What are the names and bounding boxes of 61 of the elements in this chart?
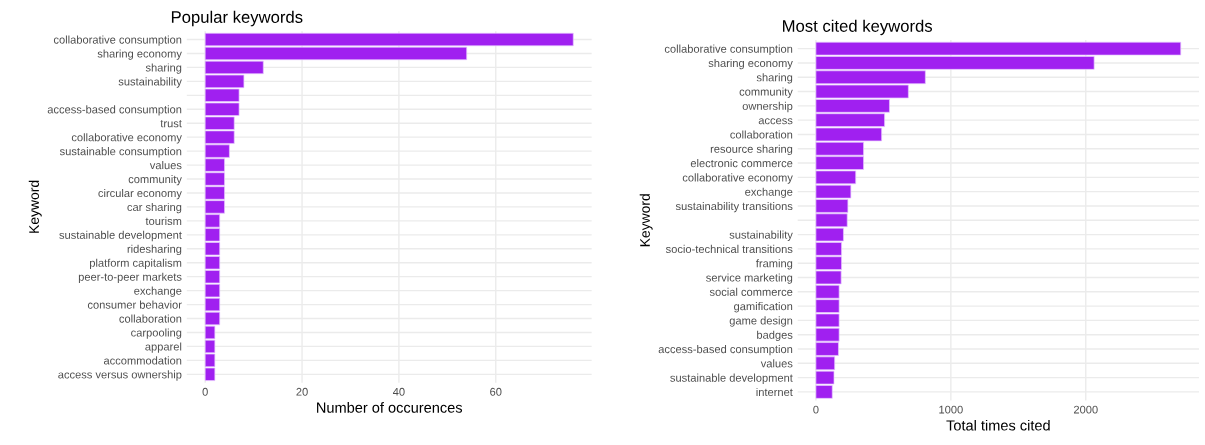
y-tick-label: access-based consumption: [658, 344, 793, 356]
y-tick-label: socio-technical transitions: [665, 244, 793, 254]
x-tick-label: 60: [490, 387, 502, 396]
y-tick-label: collaborative consumption: [53, 35, 182, 46]
y-tick-label: collaborative consumption: [664, 44, 793, 55]
y-tick-label: consumer behavior: [87, 300, 182, 309]
y-tick-label: community: [128, 175, 182, 186]
y-tick-label: ownership: [742, 101, 793, 113]
y-tick-label: sustainability: [729, 230, 793, 241]
y-tick-label: sustainable development: [670, 373, 793, 384]
y-tick-label: framing: [755, 259, 793, 270]
y-tick-label: sharing economy: [708, 58, 793, 70]
y-tick-label: values: [760, 359, 793, 368]
y-tick-label: sharing: [756, 73, 793, 84]
y-tick-label: resource sharing: [710, 144, 793, 156]
y-tick-label: access: [758, 118, 793, 125]
chart-title: Popular keywords: [171, 10, 303, 27]
y-tick-label: gamification: [734, 302, 793, 313]
y-tick-label: accommodation: [103, 356, 182, 365]
y-tick-label: exchange: [745, 187, 793, 198]
y-tick-label: service marketing: [706, 273, 793, 284]
chart-title: Most cited keywords: [783, 19, 933, 36]
y-tick-label: access-based consumption: [47, 105, 182, 116]
y-tick-label: tourism: [145, 216, 182, 226]
y-tick-label: electronic commerce: [690, 159, 793, 168]
x-tick-label: 20: [296, 387, 308, 396]
y-tick-label: social commerce: [709, 287, 793, 296]
y-tick-label: sustainable consumption: [59, 147, 182, 158]
x-tick-label: 2000: [1073, 405, 1098, 414]
y-tick-label: community: [739, 87, 793, 98]
y-tick-label: peer-to-peer markets: [78, 272, 182, 284]
y-tick-label: collaboration: [730, 130, 793, 139]
y-tick-label: collaborative economy: [71, 133, 182, 144]
y-tick-label: car sharing: [127, 202, 182, 214]
x-tick-label: 0: [202, 387, 208, 396]
y-tick-label: carpooling: [131, 328, 182, 339]
x-tick-label: 40: [392, 387, 405, 396]
x-tick-label: 1000: [939, 405, 963, 414]
y-tick-label: sharing economy: [97, 49, 182, 60]
x-axis-title: Total times cited: [946, 419, 1050, 431]
x-axis-title: Number of occurences: [317, 402, 463, 413]
y-tick-label: sustainable development: [59, 230, 182, 242]
y-tick-label: internet: [756, 387, 793, 397]
y-axis-title: Keyword: [639, 194, 653, 247]
y-tick-label: sustainability: [118, 77, 182, 88]
y-tick-label: values: [149, 161, 182, 170]
y-tick-label: collaboration: [119, 314, 182, 323]
y-tick-label: access versus ownership: [58, 370, 182, 381]
y-tick-label: platform capitalism: [90, 258, 182, 270]
y-tick-label: game design: [729, 316, 793, 327]
y-tick-label: ridesharing: [127, 244, 182, 256]
x-tick-label: 0: [813, 405, 819, 414]
y-tick-label: apparel: [145, 342, 182, 353]
y-tick-label: collaborative economy: [682, 173, 793, 184]
y-tick-label: badges: [757, 330, 793, 342]
y-tick-label: trust: [160, 120, 182, 128]
y-tick-label: circular economy: [98, 188, 182, 200]
y-tick-label: sustainability transitions: [675, 201, 793, 213]
y-tick-label: sharing: [145, 63, 182, 74]
y-tick-label: exchange: [134, 286, 182, 297]
y-axis-title: Keyword: [28, 180, 42, 233]
